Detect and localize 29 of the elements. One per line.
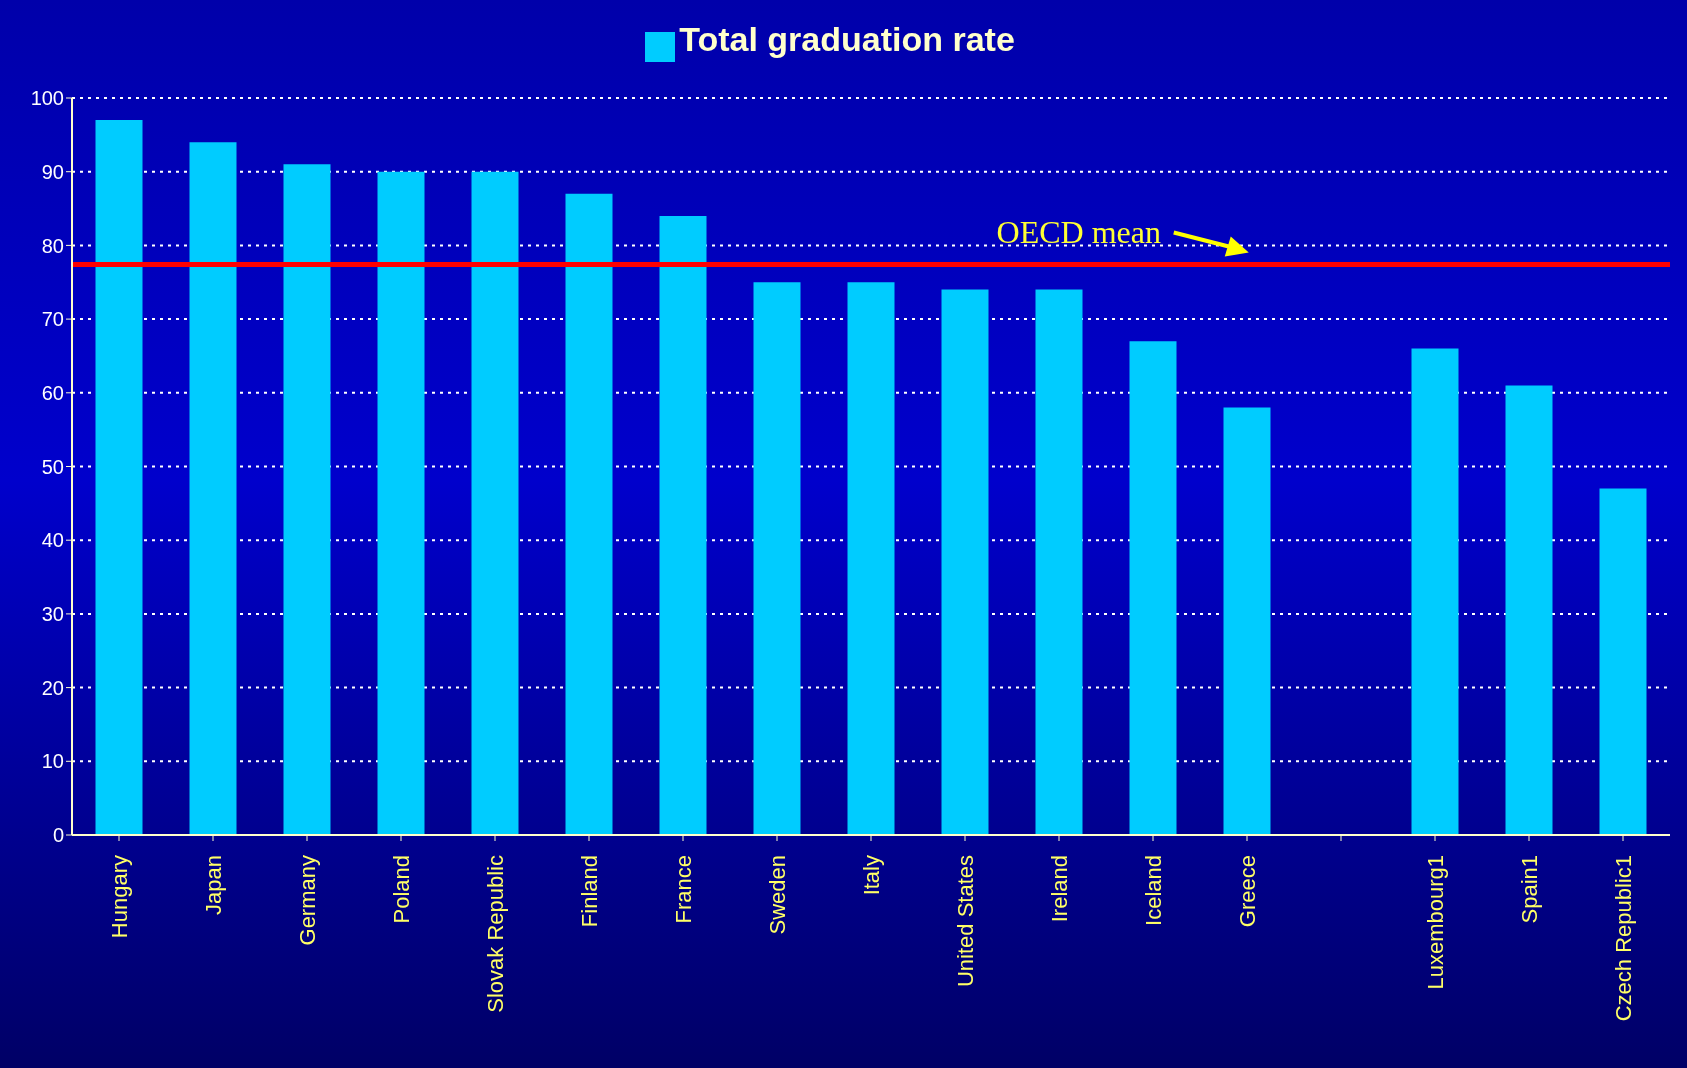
- y-tick-label: 100: [30, 87, 64, 110]
- ref-line-label: OECD mean: [996, 213, 1161, 250]
- y-tick-label: 60: [41, 381, 64, 404]
- y-tick-label: 80: [41, 234, 64, 257]
- x-tick-label: Ireland: [1046, 855, 1072, 923]
- x-tick-label: United States: [952, 855, 978, 988]
- x-tick-label: Italy: [858, 855, 884, 896]
- y-tick-label: 10: [41, 750, 64, 773]
- y-tick-label: 70: [41, 308, 64, 331]
- x-tick-label: Germany: [294, 855, 320, 946]
- x-tick-label: Spain1: [1516, 855, 1542, 924]
- y-tick-label: 0: [52, 824, 64, 847]
- y-tick-label: 40: [41, 529, 64, 552]
- x-tick-label: Finland: [576, 855, 602, 928]
- y-tick-label: 50: [41, 455, 64, 478]
- x-tick-label: France: [670, 855, 696, 924]
- x-tick-label: Greece: [1234, 855, 1260, 928]
- y-tick-label: 90: [41, 160, 64, 183]
- x-tick-label: Sweden: [764, 855, 790, 935]
- x-tick-label: Slovak Republic: [482, 855, 508, 1013]
- x-tick-label: Iceland: [1140, 855, 1166, 926]
- x-tick-label: Poland: [388, 855, 414, 924]
- x-tick-label: Czech Republic1: [1610, 855, 1636, 1022]
- x-tick-label: Japan: [200, 855, 226, 915]
- y-tick-label: 30: [41, 603, 64, 625]
- legend-label: Total graduation rate: [679, 20, 1015, 58]
- x-tick-label: Luxembourg1: [1422, 855, 1448, 990]
- x-tick-label: Hungary: [106, 855, 132, 939]
- y-tick-label: 20: [41, 676, 64, 699]
